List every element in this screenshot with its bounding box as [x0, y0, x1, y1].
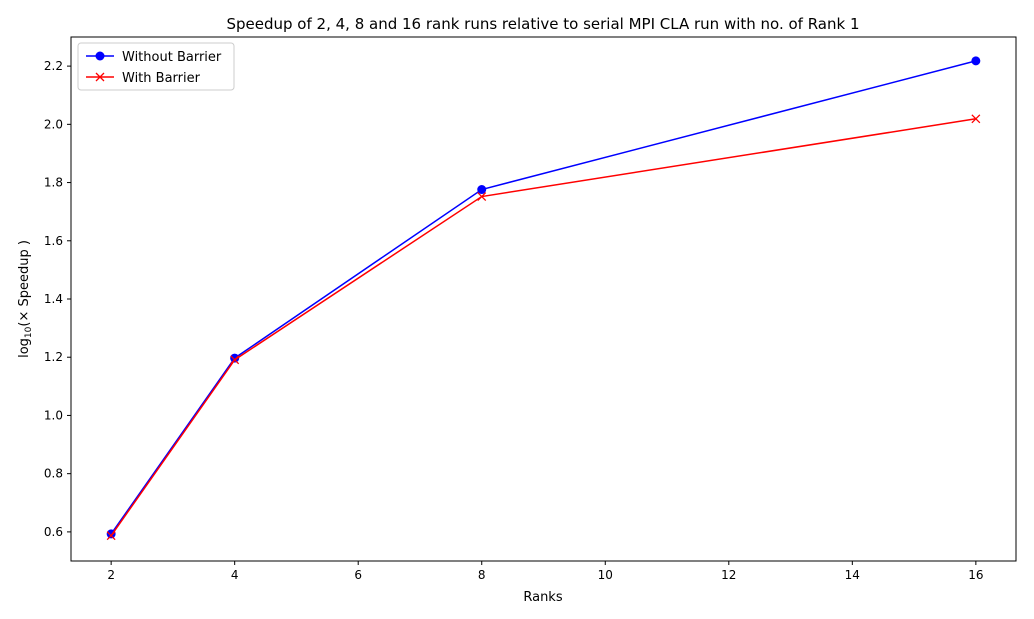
y-tick-label: 1.2: [44, 350, 63, 364]
legend-box: [77, 42, 235, 91]
y-tick-label: 1.6: [44, 234, 63, 248]
series-line-with-barrier: [110, 118, 976, 537]
x-tick-label: 10: [598, 568, 613, 582]
y-axis-label-subscript: 10: [24, 326, 34, 338]
y-tick-label: 0.6: [44, 525, 63, 539]
x-tick-label: 2: [107, 568, 115, 582]
legend-label-with-barrier: With Barrier: [122, 71, 201, 86]
data-point-with-barrier: [230, 355, 240, 365]
plot-area: [71, 37, 1016, 561]
x-axis-label: Ranks: [523, 590, 562, 605]
data-point-without-barrier: [971, 56, 981, 66]
data-point-with-barrier: [106, 531, 116, 541]
series-layer: [106, 56, 981, 541]
chart-title: Speedup of 2, 4, 8 and 16 rank runs rela…: [226, 15, 859, 33]
data-point-with-barrier: [477, 192, 487, 201]
y-tick-label: 1.0: [44, 408, 63, 422]
x-tick-label: 6: [354, 568, 362, 582]
x-tick-label: 14: [845, 568, 860, 582]
x-axis: 2 4 6 8 10 12 14 16: [107, 561, 983, 582]
y-axis-label: log10(× Speedup ): [17, 240, 34, 358]
y-tick-label: 2.2: [44, 59, 63, 73]
y-tick-label: 0.8: [44, 467, 63, 481]
x-tick-label: 16: [968, 568, 983, 582]
y-axis-label-suffix: (× Speedup ): [17, 240, 32, 327]
x-tick-label: 12: [721, 568, 736, 582]
data-point-without-barrier: [230, 353, 240, 363]
legend-marker-with-barrier: [95, 72, 105, 82]
y-axis: 0.6 0.8 1.0 1.2 1.4 1.6 1.8 2.0 2.2: [44, 59, 71, 539]
data-point-with-barrier: [971, 114, 981, 124]
y-axis-label-prefix: log: [17, 338, 32, 358]
series-line-without-barrier: [110, 60, 977, 535]
data-point-without-barrier: [477, 185, 487, 195]
x-tick-label: 4: [231, 568, 239, 582]
x-tick-label: 8: [478, 568, 486, 582]
y-tick-label: 1.8: [44, 176, 63, 190]
y-tick-label: 1.4: [44, 292, 63, 306]
y-tick-label: 2.0: [44, 117, 63, 131]
legend-marker-without-barrier: [95, 51, 105, 61]
legend: Without Barrier With Barrier: [77, 42, 235, 91]
legend-label-without-barrier: Without Barrier: [122, 50, 222, 65]
